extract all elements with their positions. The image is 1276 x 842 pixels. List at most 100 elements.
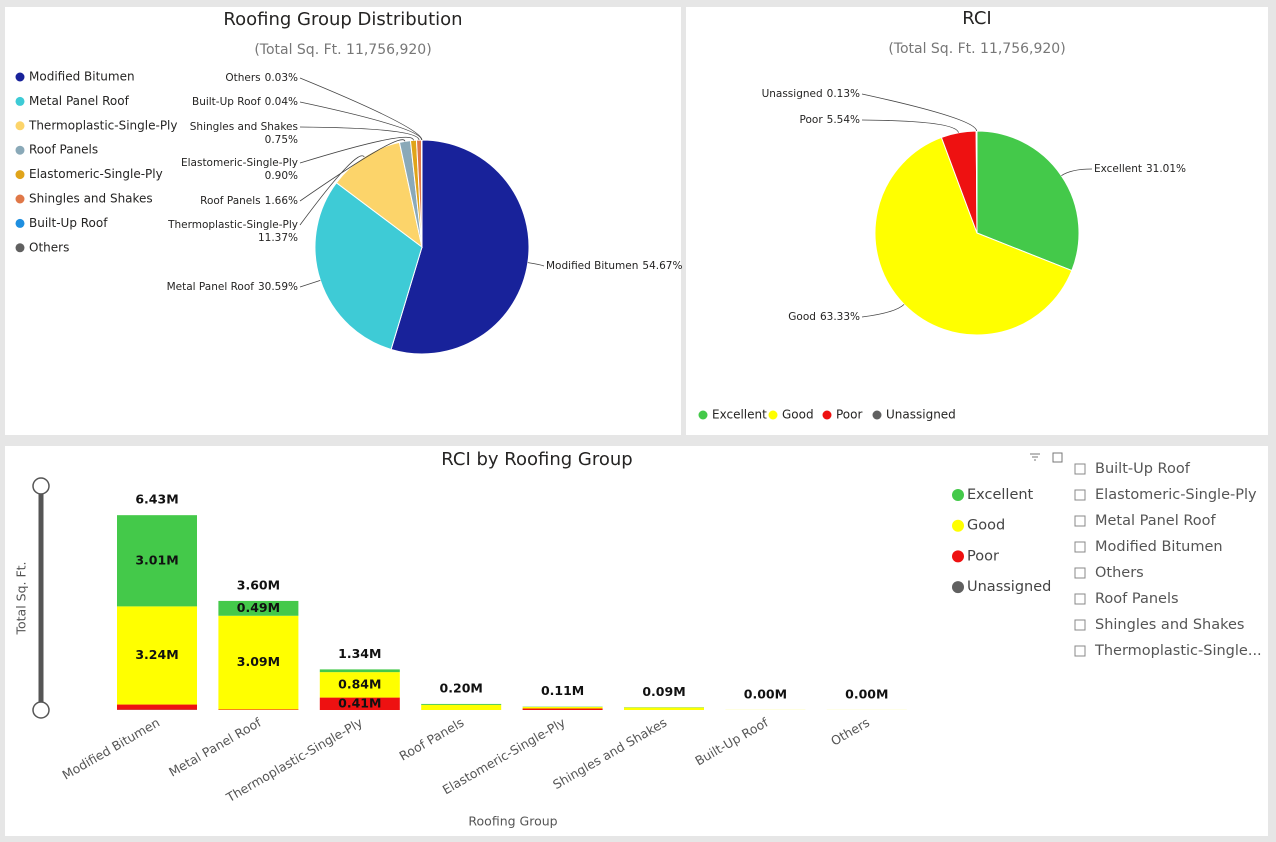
data-label: Elastomeric-Single-Ply 0.90% (181, 157, 298, 182)
data-label-category: Good (788, 311, 816, 323)
bar-total-label: 0.20M (440, 680, 483, 695)
filter-icon[interactable] (1030, 453, 1040, 461)
slicer-item[interactable]: Shingles and Shakes (1095, 617, 1244, 633)
data-label-category: Roof Panels (200, 195, 261, 207)
leader-line (527, 262, 545, 267)
slicer-item[interactable]: Elastomeric-Single-Ply (1095, 487, 1257, 503)
bar-segment (117, 704, 197, 710)
slicer-item[interactable]: Modified Bitumen (1095, 539, 1223, 555)
legend-marker (952, 581, 964, 594)
slicer-checkbox[interactable] (1074, 619, 1086, 631)
bar-segment (421, 704, 502, 710)
focus-icon[interactable] (1052, 452, 1063, 463)
data-label-value: 30.59% (258, 281, 298, 293)
legend-marker (15, 96, 25, 106)
bar-value-label: 0.84M (338, 676, 381, 691)
slider-handle[interactable] (32, 477, 50, 495)
leader-line (861, 119, 959, 133)
chart-title: RCI by Roofing Group (441, 449, 632, 470)
slicer-checkbox[interactable] (1074, 567, 1086, 579)
pie-slice (390, 139, 530, 355)
legend-label: Excellent (967, 487, 1034, 503)
bar-segment (319, 669, 400, 673)
data-label-value: 63.33% (820, 311, 860, 323)
bar-segment (522, 708, 603, 710)
slicer-item[interactable]: Others (1095, 565, 1144, 581)
panel (5, 446, 1268, 836)
leader-line (299, 139, 406, 202)
slicer-checkbox[interactable] (1074, 515, 1086, 527)
bar-segment (218, 600, 299, 616)
data-label-value: 0.04% (265, 96, 298, 108)
slicer-checkbox[interactable] (1074, 645, 1086, 657)
bar-segment (319, 672, 400, 698)
pie-slice (314, 182, 423, 351)
slicer-item[interactable]: Roof Panels (1095, 591, 1179, 607)
bar-segment (218, 709, 299, 710)
data-label-value: 5.54% (827, 114, 860, 126)
bar-total-label: 0.00M (845, 687, 888, 702)
y-axis-title: Total Sq. Ft. (14, 561, 29, 635)
data-label: Good 63.33% (788, 311, 860, 323)
legend-marker (15, 121, 25, 131)
bar-segment (117, 606, 197, 705)
bar-total-label: 3.60M (237, 577, 280, 592)
bar-value-label: 3.01M (135, 552, 178, 567)
data-label: Metal Panel Roof 30.59% (167, 281, 298, 293)
bar-total-label: 0.09M (642, 684, 685, 699)
bar-value-label: 3.09M (237, 654, 280, 669)
chart-title: RCI (962, 8, 992, 29)
chart-title: Roofing Group Distribution (223, 9, 462, 30)
data-label-value: 54.67% (642, 260, 682, 272)
data-label: Poor 5.54% (800, 114, 861, 126)
legend-marker (952, 550, 964, 563)
bar-value-label: 0.49M (237, 600, 280, 615)
slicer-checkbox[interactable] (1074, 489, 1086, 501)
chart-subtitle: (Total Sq. Ft. 11,756,920) (888, 41, 1065, 57)
slicer-checkbox[interactable] (1074, 541, 1086, 553)
legend-label: Shingles and Shakes (29, 192, 153, 206)
data-label-category: Metal Panel Roof (167, 281, 255, 293)
legend-label: Modified Bitumen (29, 70, 135, 84)
data-label-value: 0.03% (265, 72, 298, 84)
pie-slice (976, 130, 1080, 272)
leader-line (861, 304, 905, 318)
legend-label: Unassigned (967, 579, 1051, 595)
slicer-item[interactable]: Metal Panel Roof (1095, 513, 1217, 529)
legend-marker (15, 218, 25, 228)
data-label: Others 0.03% (225, 72, 298, 84)
slicer-item[interactable]: Thermoplastic-Single... (1094, 643, 1262, 659)
legend-label: Roof Panels (29, 143, 98, 157)
bar-total-label: 0.00M (744, 687, 787, 702)
data-label-category: Unassigned (762, 88, 823, 100)
slider-handle[interactable] (32, 701, 50, 719)
data-label-category: Built-Up Roof (192, 96, 261, 108)
bar-segment (421, 703, 502, 705)
legend-marker (15, 194, 25, 204)
legend-label: Poor (967, 548, 999, 564)
bar-segment (218, 615, 299, 710)
data-label: Modified Bitumen 54.67% (546, 260, 682, 272)
legend-marker (822, 410, 832, 420)
legend-marker (872, 410, 882, 420)
legend-label: Unassigned (886, 408, 956, 422)
data-label: Shingles and Shakes 0.75% (190, 121, 298, 146)
data-label-value: 0.75% (265, 134, 298, 146)
data-label-value: 11.37% (258, 232, 298, 244)
data-label-category: Poor (800, 114, 824, 126)
chart-subtitle: (Total Sq. Ft. 11,756,920) (254, 42, 431, 58)
slicer-checkbox[interactable] (1074, 593, 1086, 605)
data-label-category: Elastomeric-Single-Ply (181, 157, 298, 169)
slicer-item[interactable]: Built-Up Roof (1095, 461, 1191, 477)
leader-line (299, 279, 321, 288)
bar-total-label: 1.34M (338, 646, 381, 661)
slicer-checkbox[interactable] (1074, 463, 1086, 475)
bar-value-label: 0.41M (338, 695, 381, 710)
data-label: Roof Panels 1.66% (200, 195, 298, 207)
leader-line (1061, 168, 1093, 177)
data-label: Unassigned 0.13% (762, 88, 860, 100)
legend-marker (15, 170, 25, 180)
legend-marker (15, 145, 25, 155)
data-label: Built-Up Roof 0.04% (192, 96, 298, 108)
